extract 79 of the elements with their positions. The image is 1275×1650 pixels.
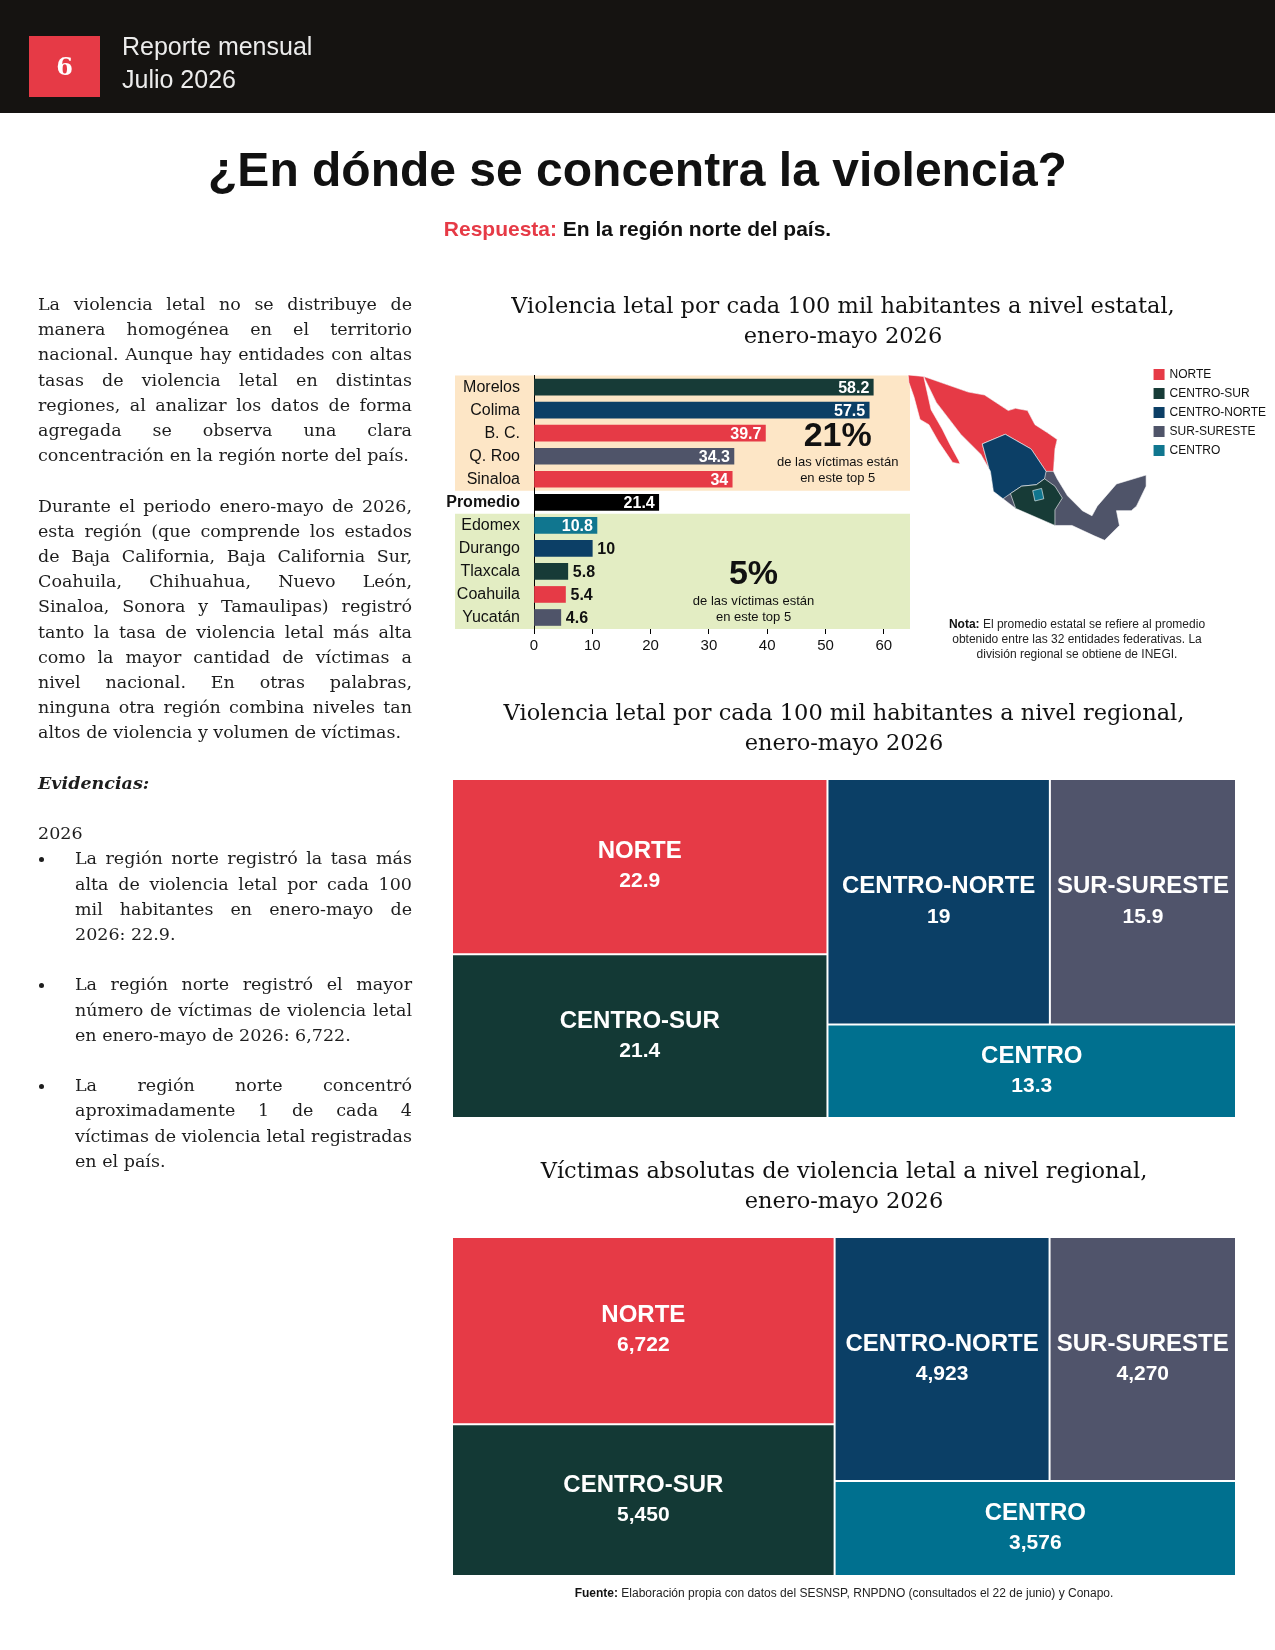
y-tick-label: Morelos <box>463 377 520 395</box>
data-label: 5.4 <box>570 585 593 603</box>
data-label: 10 <box>597 539 616 557</box>
legend-label: SUR-SURESTE <box>1169 424 1256 439</box>
y-tick-label: B. C. <box>484 423 520 441</box>
data-label: 5.8 <box>572 562 596 580</box>
data-label: 4,270 <box>1116 1360 1170 1384</box>
x-tick-label: 50 <box>817 636 834 654</box>
y-tick-label: Colima <box>470 400 521 418</box>
category-label: CENTRO-NORTE <box>845 1328 1039 1356</box>
text: La violencia letal no se distribuye de manera homogénea en el territorio nacional. Aunque hay entidades con altas tasas de violencia letal en distintas regiones, al analizar los datos de forma agregada se observa una clara concentración en la región norte del país. <box>38 293 412 468</box>
text: Nota: El promedio estatal se refiere al promedio obtenido entre las 32 entidades federativas. La división regional se obtiene de INEGI. <box>947 617 1207 662</box>
y-tick-label: Promedio <box>446 492 521 510</box>
data-label: 4,923 <box>915 1360 969 1384</box>
data-label: 21.4 <box>619 1037 661 1061</box>
chart-title: Violencia letal por cada 100 mil habitantes a nivel estatal, enero-mayo 2026 <box>511 292 1175 348</box>
bar <box>534 586 566 603</box>
text: Durante el periodo enero-mayo de 2026, esta región (que comprende los estados de Baja California, Baja California Sur, Coahuila, Chihuahua, Nuevo León, Sinaloa, Sonora y Tamaulipas) registró tanto la tasa de violencia letal más alta como la mayor cantidad de víctimas a nivel nacional. En otras palabras, ninguna otra región combina niveles tan altos de violencia y volumen de víctimas. <box>38 495 412 743</box>
data-label: 58.2 <box>838 378 870 396</box>
category-label: NORTE <box>601 1300 686 1328</box>
source-note: Fuente: Elaboración propia con datos del SESNSP, RNPDNO (consultados el 22 de junio) y Conapo. <box>573 1585 1115 1601</box>
legend-label: NORTE <box>1169 367 1212 382</box>
data-label: 21.4 <box>623 493 655 511</box>
y-tick-label: Edomex <box>461 515 520 533</box>
category-label: SUR-SURESTE <box>1056 1328 1229 1356</box>
y-tick-label: Q. Roo <box>469 446 521 464</box>
y-tick-label: Coahuila <box>456 584 521 602</box>
text: La región norte registró la tasa más alta de violencia letal por cada 100 mil habitantes en enero-mayo de 2026: 22.9. <box>74 847 412 947</box>
data-label: 19 <box>927 903 951 927</box>
category-label: NORTE <box>597 836 682 864</box>
y-tick-label: Durango <box>458 538 521 556</box>
legend-label: CENTRO-NORTE <box>1169 405 1267 420</box>
x-tick-label: 40 <box>758 636 776 654</box>
text: Respuesta: En la región norte del país. <box>442 216 833 242</box>
data-label: 6,722 <box>617 1332 670 1356</box>
y-tick-label: Yucatán <box>462 607 520 625</box>
bar <box>534 401 870 419</box>
y-tick-label: Tlaxcala <box>460 561 521 579</box>
data-label: 10.8 <box>561 516 594 534</box>
x-tick-label: 10 <box>583 636 601 654</box>
legend-label: CENTRO-SUR <box>1169 386 1250 401</box>
category-label: CENTRO-NORTE <box>842 871 1036 899</box>
y-tick-label: Sinaloa <box>466 469 521 487</box>
band-label: 5% de las víctimas están en este top 5 <box>692 553 815 624</box>
bar <box>534 378 874 396</box>
data-label: 3,576 <box>1009 1530 1062 1554</box>
data-label: 22.9 <box>619 868 661 892</box>
data-label: 39.7 <box>730 424 762 442</box>
x-tick-label: 20 <box>642 636 659 654</box>
category-label: CENTRO <box>984 1498 1086 1526</box>
category-label: SUR-SURESTE <box>1056 871 1229 899</box>
chart-title: Violencia letal por cada 100 mil habitantes a nivel regional, enero-mayo 2026 <box>503 699 1185 755</box>
category-label: CENTRO-SUR <box>563 1469 724 1497</box>
x-tick-label: 60 <box>875 636 893 654</box>
bar <box>534 447 735 465</box>
x-tick-label: 0 <box>529 636 539 654</box>
bar <box>534 563 569 580</box>
data-label: 15.9 <box>1122 903 1164 927</box>
text: La región norte registró el mayor número de víctimas de violencia letal en enero-mayo de 2026: 6,722. <box>74 973 412 1047</box>
bar <box>534 540 593 557</box>
bar <box>534 609 562 626</box>
data-label: 34.3 <box>698 447 731 465</box>
text: ¿En dónde se concentra la violencia? <box>207 142 1068 198</box>
data-label: 34 <box>710 470 729 488</box>
bar <box>534 424 766 442</box>
category-label: CENTRO-SUR <box>559 1005 720 1033</box>
x-tick-label: 30 <box>700 636 718 654</box>
text: Reporte mensual <box>122 31 314 62</box>
data-label: 4.6 <box>565 608 589 626</box>
data-label: 13.3 <box>1011 1073 1053 1097</box>
text: Evidencias: <box>38 771 151 795</box>
text: Julio 2026 <box>122 64 237 95</box>
chart-title: Víctimas absolutas de violencia letal a nivel regional, enero-mayo 2026 <box>540 1157 1148 1213</box>
category-label: CENTRO <box>981 1040 1083 1068</box>
bar <box>534 470 733 488</box>
data-label: 5,450 <box>617 1501 670 1525</box>
text: La región norte concentró aproximadamente 1 de cada 4 víctimas de violencia letal registradas en el país. <box>74 1074 412 1173</box>
legend-label: CENTRO <box>1169 443 1221 458</box>
text: 2026 <box>38 822 84 846</box>
